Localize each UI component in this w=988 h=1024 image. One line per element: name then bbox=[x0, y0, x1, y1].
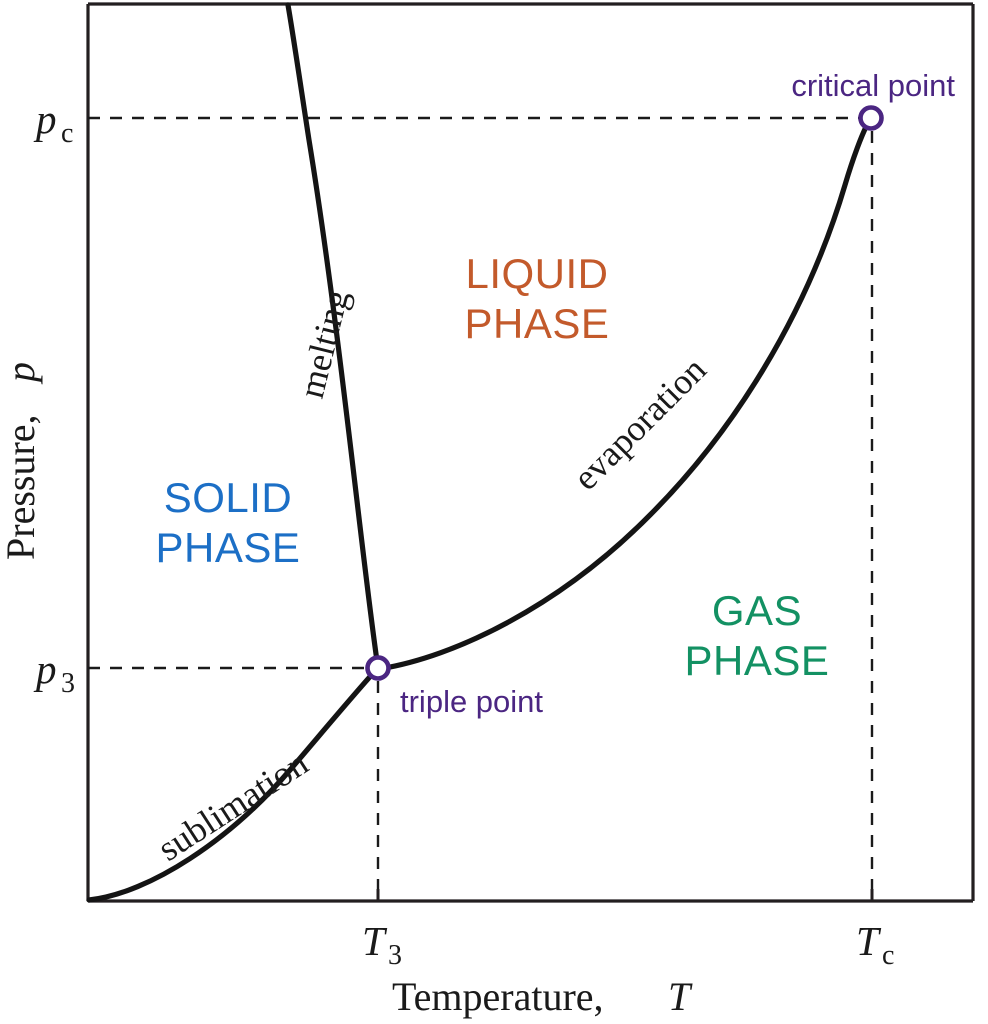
solid-phase-line2: PHASE bbox=[156, 524, 301, 571]
y-tick-label-p3-base: p bbox=[33, 646, 57, 692]
solid-phase-line1: SOLID bbox=[164, 474, 293, 521]
x-axis-title-symbol: T bbox=[668, 974, 693, 1019]
y-axis-title-main: Pressure, bbox=[0, 414, 43, 560]
curve-label-evaporation: evaporation bbox=[565, 349, 713, 497]
x-tick-label-tc-sub: c bbox=[882, 940, 894, 971]
sublimation-curve bbox=[86, 667, 379, 903]
y-axis-title: Pressure, p bbox=[0, 362, 43, 560]
melting-label: melting bbox=[291, 286, 356, 402]
point-label-triple: triple point bbox=[400, 684, 543, 719]
x-tick-label-t3-sub: 3 bbox=[388, 940, 402, 971]
gas-phase-line1: GAS bbox=[712, 587, 802, 634]
region-label-solid: SOLID PHASE bbox=[156, 474, 301, 571]
evaporation-label: evaporation bbox=[565, 349, 713, 497]
triple-point-marker[interactable] bbox=[365, 655, 391, 681]
point-label-critical: critical point bbox=[791, 68, 955, 103]
liquid-phase-line1: LIQUID bbox=[465, 250, 608, 297]
y-tick-labels: p c p 3 bbox=[33, 96, 75, 699]
x-tick-label-t3-base: T bbox=[362, 918, 388, 964]
plot-frame bbox=[86, 2, 975, 903]
triple-point-label: triple point bbox=[400, 684, 543, 719]
x-tick-label-tc-base: T bbox=[856, 918, 882, 964]
critical-point-label: critical point bbox=[791, 68, 955, 103]
y-axis-title-symbol: p bbox=[0, 362, 43, 385]
evaporation-curve bbox=[376, 120, 871, 672]
point-markers bbox=[365, 105, 884, 681]
x-tick-labels: T 3 T c bbox=[362, 918, 894, 971]
axis-ticks bbox=[376, 889, 874, 901]
curve-label-melting: melting bbox=[291, 286, 356, 402]
x-axis-title: Temperature, T bbox=[392, 974, 693, 1019]
y-tick-label-p3-sub: 3 bbox=[61, 668, 75, 699]
liquid-phase-line2: PHASE bbox=[465, 300, 610, 347]
y-tick-label-pc-sub: c bbox=[61, 118, 73, 149]
sublimation-label: sublimation bbox=[151, 743, 315, 869]
y-tick-label-pc-base: p bbox=[33, 96, 57, 142]
region-label-gas: GAS PHASE bbox=[685, 587, 830, 684]
gas-phase-line2: PHASE bbox=[685, 637, 830, 684]
coexistence-curves bbox=[86, 2, 871, 903]
x-axis-title-main: Temperature, bbox=[392, 974, 604, 1019]
guide-lines bbox=[88, 116, 874, 899]
critical-point-marker[interactable] bbox=[858, 105, 884, 131]
curve-label-sublimation: sublimation bbox=[151, 743, 315, 869]
region-label-liquid: LIQUID PHASE bbox=[465, 250, 610, 347]
melting-curve bbox=[285, 2, 381, 671]
